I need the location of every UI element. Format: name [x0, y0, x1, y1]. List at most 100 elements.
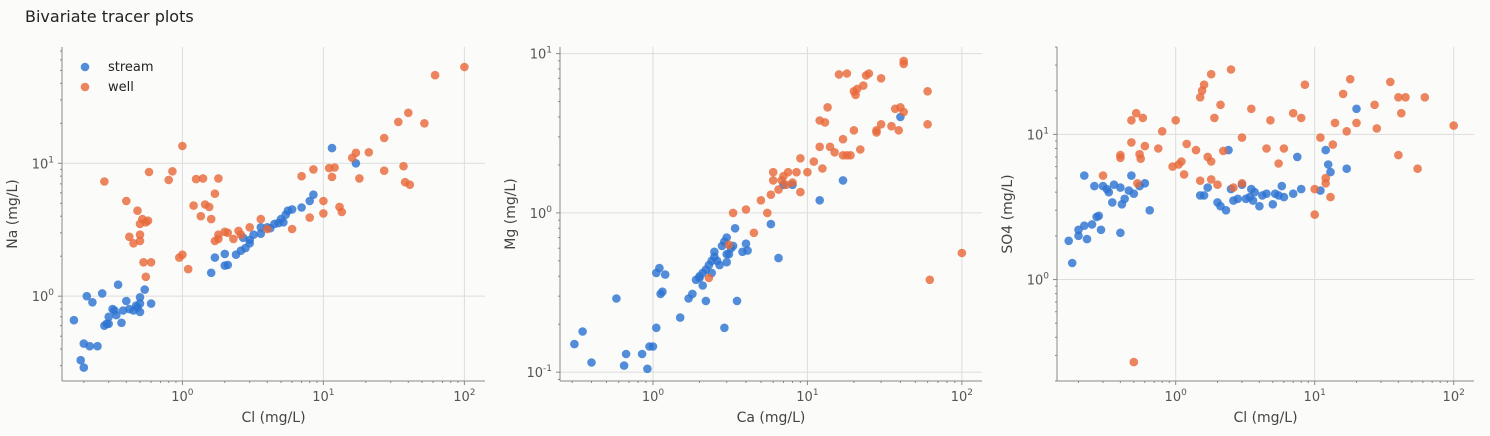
data-point-well: [1394, 93, 1403, 102]
data-point-well: [1237, 179, 1247, 188]
data-point-stream: [88, 298, 97, 307]
data-point-well: [394, 117, 403, 127]
data-point-stream: [1127, 171, 1136, 180]
data-point-stream: [655, 263, 664, 273]
x-tick-label: 101: [796, 388, 818, 405]
data-point-well: [1401, 93, 1410, 102]
data-point-well: [1136, 154, 1145, 163]
legend-label-stream: stream: [108, 60, 154, 75]
data-point-well: [319, 196, 328, 206]
data-point-well: [899, 107, 908, 117]
x-axis-label: Ca (mg/L): [737, 410, 806, 426]
data-point-well: [768, 176, 778, 185]
data-point-stream: [1082, 234, 1092, 244]
data-point-well: [1131, 108, 1141, 118]
data-point-well: [876, 120, 886, 129]
chart-panel-na-vs-cl: 100 101 102 100 101 Cl (mg/L) Na (mg/L) stream w…: [5, 47, 485, 426]
x-axis-label: Cl (mg/L): [241, 410, 305, 426]
data-point-well: [1098, 171, 1108, 180]
data-point-stream: [1279, 192, 1289, 202]
y-tick-label: 100: [1027, 272, 1050, 289]
data-point-stream: [220, 249, 230, 259]
chart-panel-so4-vs-cl: 100 101 102 100 101 Cl (mg/L) SO4 (mg/L): [1000, 46, 1474, 426]
data-point-well: [143, 216, 153, 225]
data-point-well: [1127, 116, 1136, 125]
data-point-well: [957, 248, 967, 258]
legend-marker-stream: [80, 62, 90, 72]
data-point-well: [1449, 121, 1458, 130]
data-point-well: [1397, 108, 1406, 118]
data-point-well: [125, 232, 134, 242]
data-point-well: [164, 175, 173, 185]
data-point-well: [355, 174, 364, 183]
data-point-stream: [720, 323, 729, 333]
data-point-stream: [1221, 206, 1231, 215]
data-point-well: [141, 272, 151, 282]
data-point-stream: [279, 218, 288, 227]
data-point-stream: [701, 296, 711, 306]
data-point-stream: [117, 318, 126, 328]
data-point-stream: [1250, 187, 1259, 197]
data-point-stream: [245, 239, 254, 248]
data-point-well: [834, 70, 844, 79]
data-point-well: [364, 148, 374, 157]
data-point-well: [178, 250, 187, 259]
data-point-well: [856, 145, 865, 154]
data-point-stream: [1296, 184, 1306, 194]
data-point-well: [830, 148, 839, 157]
data-point-stream: [79, 363, 89, 372]
data-point-well: [135, 230, 145, 239]
data-point-well: [864, 69, 874, 78]
data-point-stream: [1116, 183, 1125, 192]
data-point-stream: [135, 299, 145, 308]
data-point-stream: [1096, 225, 1106, 235]
data-point-well: [809, 157, 819, 166]
data-point-stream: [1140, 179, 1150, 188]
y-axis-label: Mg (mg/L): [503, 178, 519, 249]
data-point-stream: [122, 296, 131, 306]
data-point-well: [1288, 108, 1298, 118]
data-point-stream: [104, 312, 113, 322]
data-point-well: [379, 166, 389, 175]
data-point-stream: [1067, 258, 1077, 268]
data-point-stream: [652, 323, 661, 333]
data-point-stream: [249, 230, 258, 239]
data-point-well: [183, 264, 193, 274]
data-point-stream: [815, 196, 824, 205]
data-point-well: [1321, 179, 1330, 188]
x-tick-label: 102: [951, 388, 973, 405]
data-point-well: [1237, 133, 1247, 142]
data-point-well: [1213, 180, 1222, 189]
data-point-well: [894, 126, 903, 135]
data-point-well: [1226, 65, 1236, 74]
data-point-well: [803, 167, 812, 177]
x-tick-label: 100: [642, 388, 665, 405]
data-point-well: [923, 87, 932, 96]
data-point-well: [1338, 89, 1348, 99]
y-axis-label: SO4 (mg/L): [1000, 174, 1016, 253]
y-tick-label: 100: [32, 288, 55, 305]
data-point-well: [1195, 93, 1205, 102]
data-point-well: [1247, 104, 1256, 114]
data-point-well: [774, 185, 783, 194]
data-point-stream: [1233, 194, 1243, 204]
data-point-well: [728, 208, 738, 218]
x-tick-label: 100: [1165, 388, 1188, 405]
data-point-stream: [1108, 198, 1117, 207]
data-point-stream: [1293, 152, 1302, 162]
data-point-well: [1394, 150, 1403, 160]
data-point-well: [704, 273, 714, 283]
data-point-well: [876, 74, 886, 83]
data-point-stream: [1116, 228, 1125, 238]
y-tick-label: 100: [530, 205, 553, 222]
data-point-well: [849, 126, 859, 135]
legend-label-well: well: [108, 80, 134, 95]
data-point-well: [796, 154, 805, 163]
data-point-well: [135, 236, 145, 246]
data-point-well: [214, 174, 223, 183]
data-point-stream: [1080, 221, 1089, 230]
x-tick-label: 101: [1304, 388, 1326, 405]
data-point-well: [1386, 77, 1395, 87]
data-point-well: [1191, 145, 1201, 155]
data-point-well: [330, 163, 339, 172]
